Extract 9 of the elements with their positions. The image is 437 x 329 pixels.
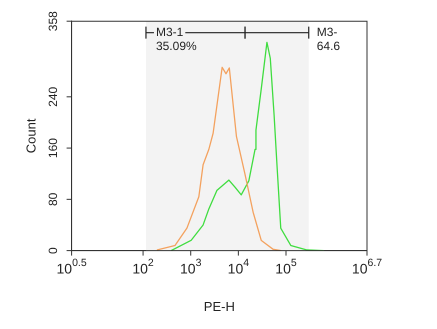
- band-label: M3-1 35.09%: [156, 24, 197, 53]
- x-axis-title: PE-H: [204, 298, 235, 314]
- y-tick-label: 80: [46, 192, 60, 206]
- y-tick-label: 240: [46, 86, 60, 107]
- y-axis-title: Count: [23, 118, 38, 154]
- band-label: M3- 64.6: [316, 24, 340, 53]
- y-tick-label: 358: [46, 10, 60, 32]
- y-tick-label: 160: [46, 138, 60, 158]
- y-tick-label: 0: [46, 246, 60, 254]
